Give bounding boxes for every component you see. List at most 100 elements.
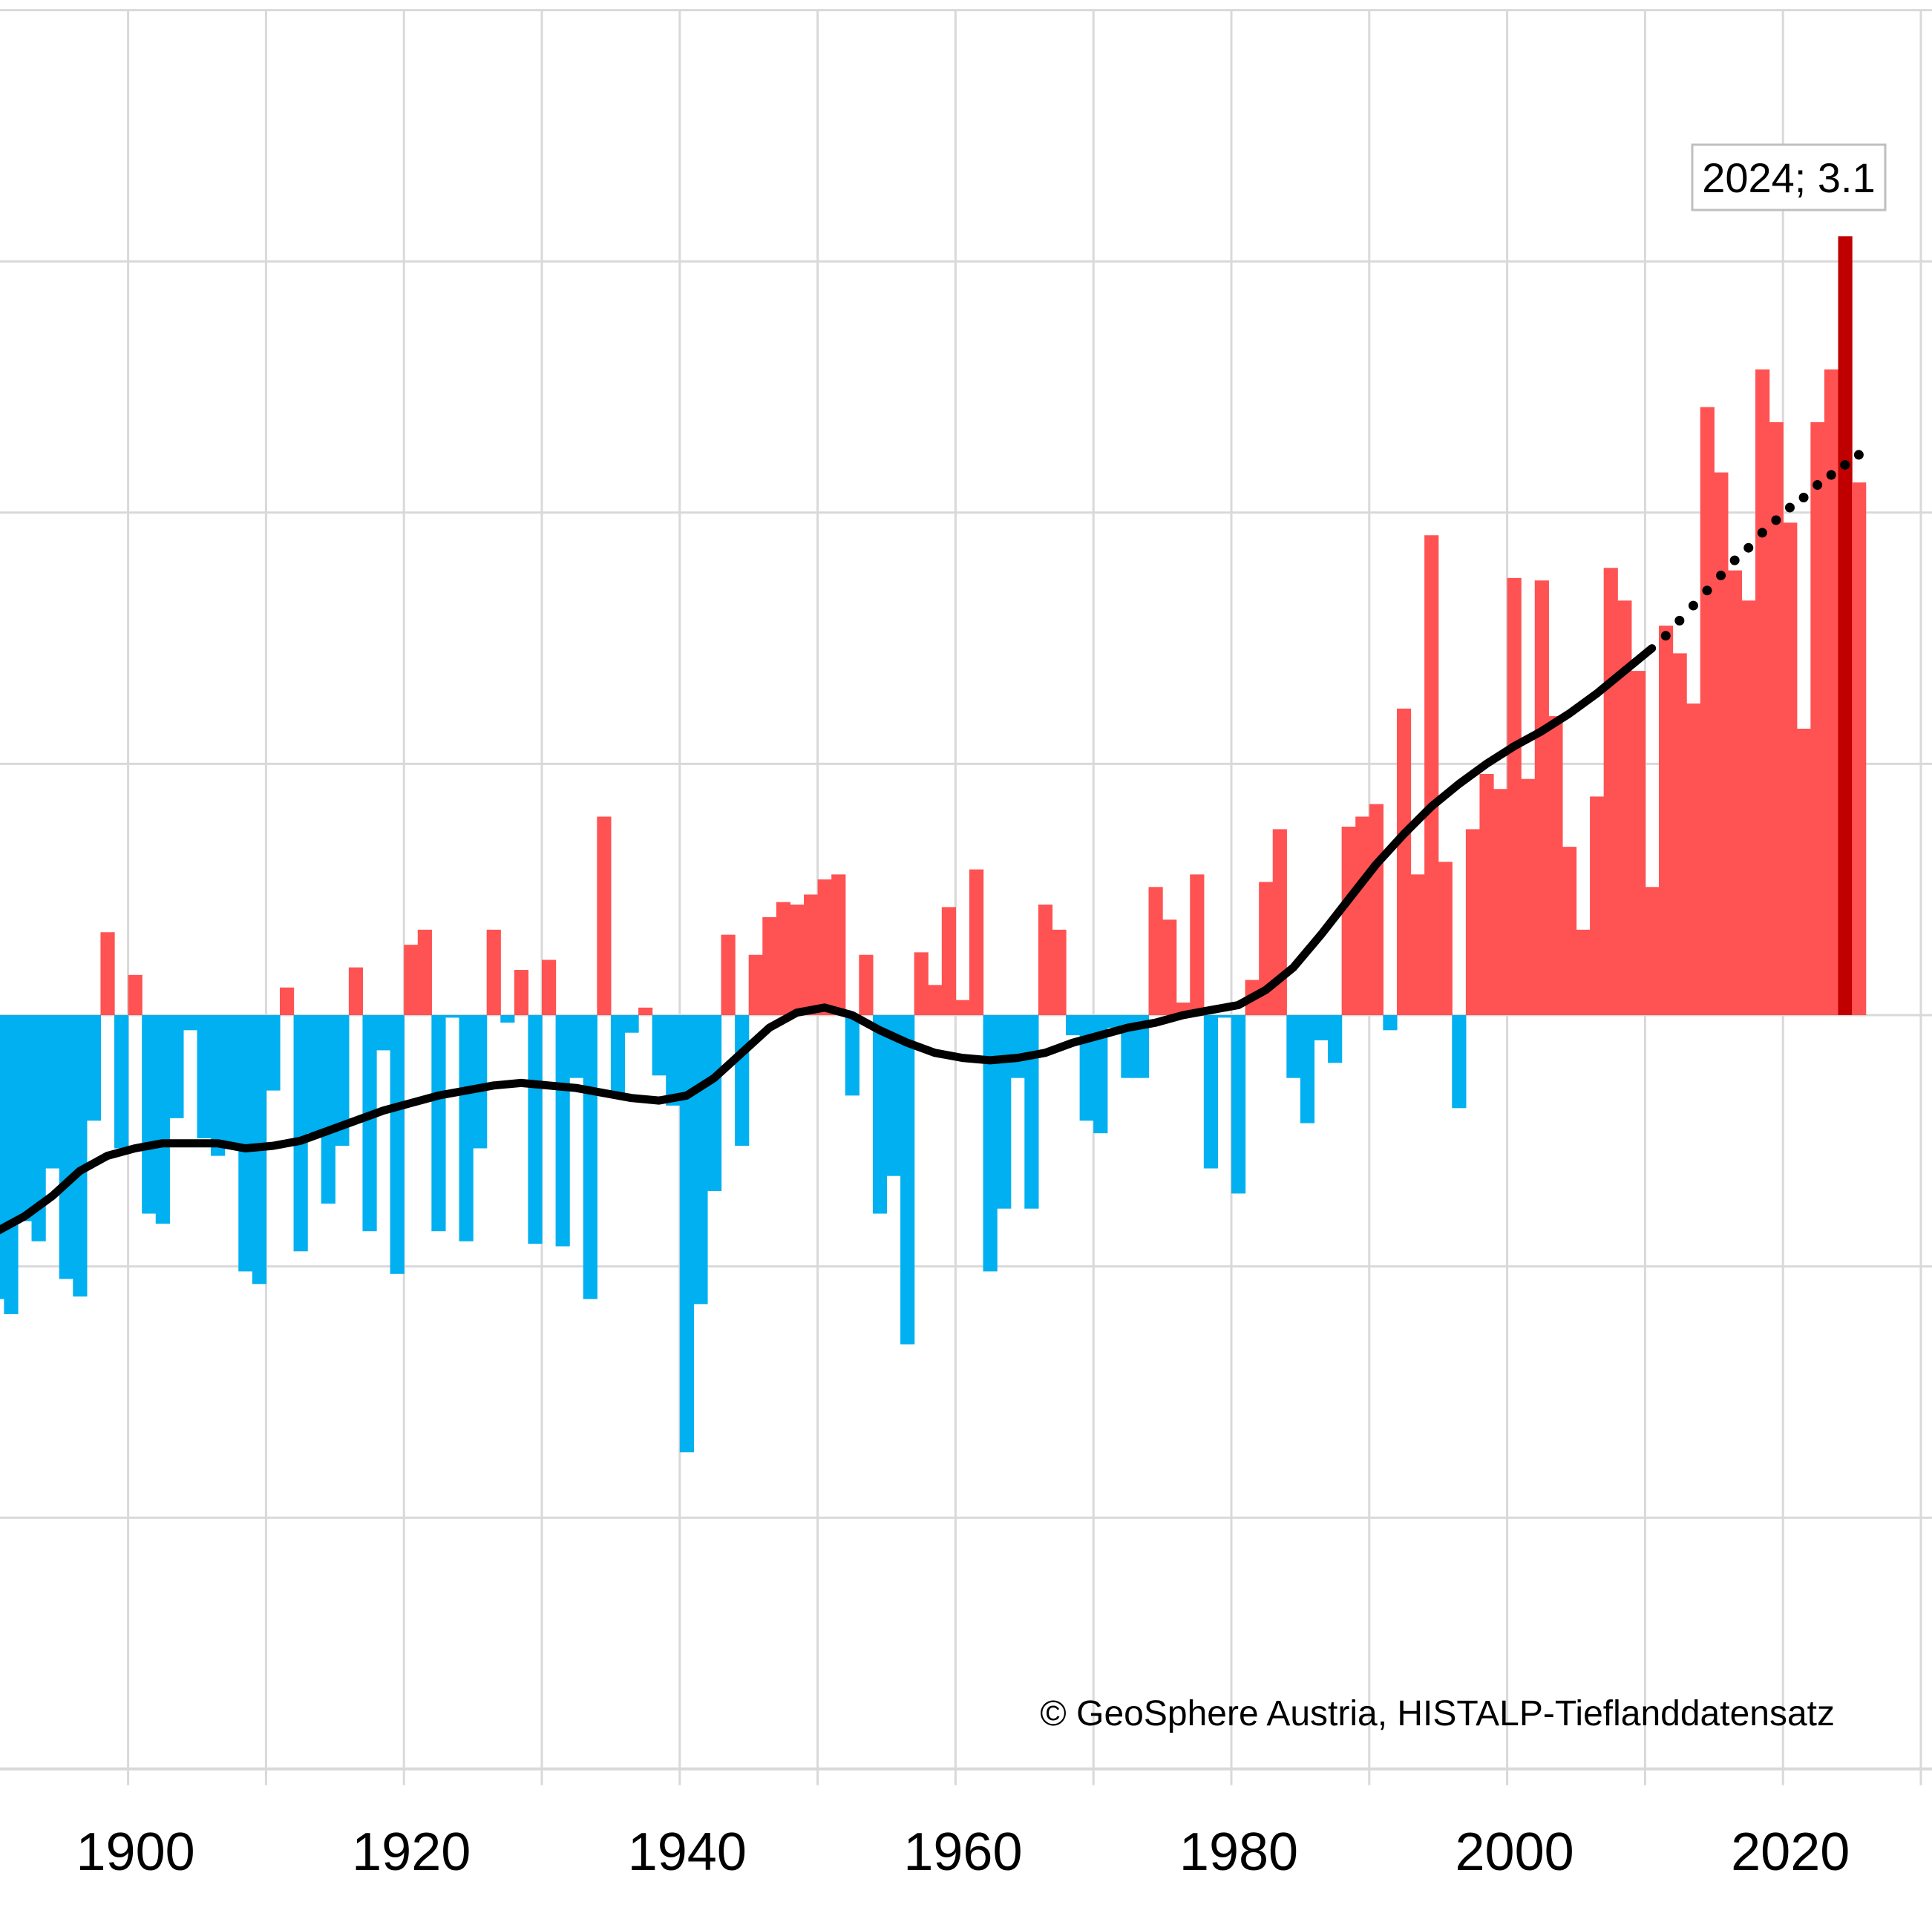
- credit-text: © GeoSphere Austria, HISTALP-Tieflanddat…: [1040, 1694, 1835, 1733]
- bar-1914: [321, 1015, 335, 1204]
- bar-1894: [45, 1015, 60, 1169]
- bar-2001: [1521, 778, 1536, 1015]
- trend-dot-2019: [1771, 515, 1781, 525]
- bar-2000: [1507, 577, 1522, 1015]
- bar-1992: [1396, 708, 1412, 1015]
- bar-1989: [1355, 816, 1370, 1015]
- bar-1942: [707, 1015, 722, 1192]
- bar-1940: [679, 1015, 694, 1453]
- bar-1974: [1148, 887, 1163, 1015]
- bar-1931: [555, 1015, 570, 1247]
- bar-2008: [1617, 600, 1632, 1015]
- bar-1978: [1203, 1015, 1219, 1169]
- bar-1980: [1231, 1015, 1246, 1194]
- x-tick-label-2000: 2000: [1455, 1823, 1574, 1882]
- bar-2015: [1714, 472, 1729, 1015]
- bar-1968: [1066, 1015, 1081, 1036]
- x-tick-label-1920: 1920: [352, 1823, 471, 1882]
- bar-1910: [266, 1015, 281, 1091]
- bar-1987: [1328, 1015, 1343, 1063]
- bar-2022: [1810, 421, 1825, 1015]
- bar-1953: [859, 954, 874, 1015]
- bar-1896: [73, 1015, 88, 1297]
- bar-1959: [941, 907, 956, 1015]
- x-tick-label-1900: 1900: [76, 1823, 195, 1882]
- bar-2011: [1658, 626, 1674, 1015]
- bar-1933: [583, 1015, 597, 1299]
- bar-2002: [1534, 580, 1549, 1015]
- bar-1983: [1272, 829, 1287, 1015]
- trend-dot-2015: [1716, 570, 1726, 580]
- bar-1943: [721, 934, 736, 1015]
- bar-1928: [514, 970, 529, 1015]
- trend-line: [0, 644, 1657, 1235]
- bar-1946: [762, 916, 777, 1015]
- bar-1908: [238, 1015, 253, 1272]
- bar-1930: [542, 959, 557, 1015]
- bar-1901: [142, 1015, 157, 1214]
- bar-1911: [279, 987, 295, 1015]
- bar-1913: [307, 1015, 322, 1134]
- bar-1967: [1052, 929, 1067, 1015]
- bar-1904: [183, 1015, 198, 1031]
- bar-2013: [1686, 703, 1701, 1015]
- bar-1952: [845, 1015, 859, 1096]
- bar-1950: [817, 879, 832, 1015]
- anomaly-bars: [0, 236, 1867, 1453]
- bar-1996: [1452, 1015, 1467, 1109]
- trend-dot-2025: [1853, 450, 1864, 460]
- bar-2012: [1672, 653, 1687, 1015]
- bar-1906: [211, 1015, 226, 1156]
- bar-2009: [1631, 671, 1646, 1015]
- bar-1936: [624, 1015, 639, 1033]
- bar-2003: [1548, 716, 1563, 1015]
- bar-1970: [1093, 1015, 1108, 1134]
- bar-1937: [638, 1007, 653, 1015]
- bar-1891: [4, 1015, 19, 1314]
- bar-1926: [486, 929, 501, 1015]
- bar-1962: [983, 1015, 998, 1272]
- bar-1997: [1465, 829, 1481, 1015]
- bar-1918: [376, 1015, 391, 1051]
- bar-1958: [928, 985, 943, 1015]
- bar-1920: [404, 945, 419, 1015]
- bar-2014: [1700, 407, 1715, 1015]
- trend-dot-2013: [1688, 600, 1698, 611]
- bar-2005: [1576, 929, 1591, 1015]
- annotation-label: 2024; 3.1: [1702, 154, 1876, 201]
- trend-dot-2011: [1660, 631, 1671, 641]
- bar-1977: [1190, 874, 1205, 1015]
- bar-1993: [1410, 874, 1425, 1015]
- bar-1897: [86, 1015, 102, 1121]
- bar-1945: [748, 954, 763, 1015]
- trend-dot-2021: [1798, 492, 1809, 502]
- bar-1917: [362, 1015, 377, 1232]
- x-tick-label-1940: 1940: [628, 1823, 747, 1882]
- x-tick-label-1960: 1960: [903, 1823, 1022, 1882]
- bar-1893: [31, 1015, 46, 1241]
- bar-1971: [1107, 1015, 1121, 1028]
- bar-1955: [886, 1015, 901, 1176]
- bar-1990: [1369, 804, 1383, 1015]
- bar-2018: [1755, 369, 1770, 1016]
- bar-1979: [1217, 1015, 1232, 1018]
- bar-1927: [500, 1015, 515, 1023]
- trend-dot-2014: [1702, 585, 1712, 596]
- bar-1947: [776, 902, 791, 1015]
- bar-1991: [1383, 1015, 1398, 1031]
- bar-1954: [872, 1015, 888, 1214]
- bar-1948: [790, 905, 805, 1015]
- bar-1986: [1314, 1015, 1329, 1040]
- bar-1919: [390, 1015, 405, 1274]
- bar-2004: [1562, 847, 1577, 1015]
- bar-1899: [114, 1015, 129, 1149]
- trend-dot-2020: [1784, 502, 1795, 513]
- bar-1929: [528, 1015, 543, 1244]
- trend-dot-2012: [1674, 615, 1685, 626]
- bar-1925: [473, 1015, 488, 1149]
- x-tick-label-1980: 1980: [1179, 1823, 1298, 1882]
- bar-1923: [445, 1015, 460, 1018]
- bar-1995: [1438, 862, 1453, 1015]
- bar-1915: [335, 1015, 350, 1146]
